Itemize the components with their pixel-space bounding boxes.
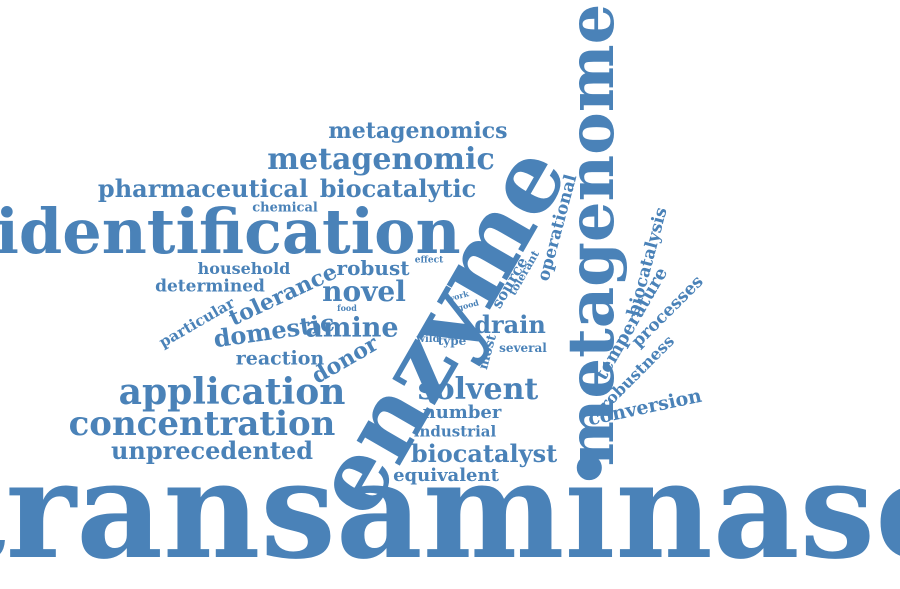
word-industrial: industrial	[413, 422, 497, 441]
word-biocatalyst: biocatalyst	[410, 439, 558, 468]
word-novel: novel	[322, 275, 406, 308]
word-metagenomic: metagenomic	[267, 142, 495, 177]
word-biocatalytic: biocatalytic	[319, 174, 477, 203]
word-drain: drain	[474, 310, 546, 339]
word-application: application	[118, 371, 346, 413]
word-unprecedented: unprecedented	[110, 436, 314, 465]
word-amine: amine	[305, 312, 399, 344]
word-robust: robust	[336, 256, 410, 280]
word-household: household	[197, 259, 291, 278]
word-reaction: reaction	[235, 347, 325, 370]
word-pharmaceutical: pharmaceutical	[97, 174, 309, 203]
word-cloud: transaminase enzyme metagenome identific…	[0, 4, 900, 577]
word-metagenomics: metagenomics	[328, 118, 508, 144]
word-type: type	[437, 334, 467, 348]
word-number: number	[422, 402, 502, 423]
word-wild: wild	[416, 334, 440, 345]
word-several: several	[499, 341, 547, 355]
word-equivalent: equivalent	[393, 465, 499, 486]
word-transaminase: transaminase	[0, 431, 900, 589]
word-effect: effect	[414, 255, 444, 266]
word-food: food	[337, 303, 357, 313]
word-determined: determined	[155, 276, 265, 297]
word-chemical: chemical	[252, 200, 318, 216]
word-identification: identification	[0, 195, 461, 268]
word-solvent: solvent	[417, 372, 539, 407]
word-concentration: concentration	[68, 404, 336, 444]
